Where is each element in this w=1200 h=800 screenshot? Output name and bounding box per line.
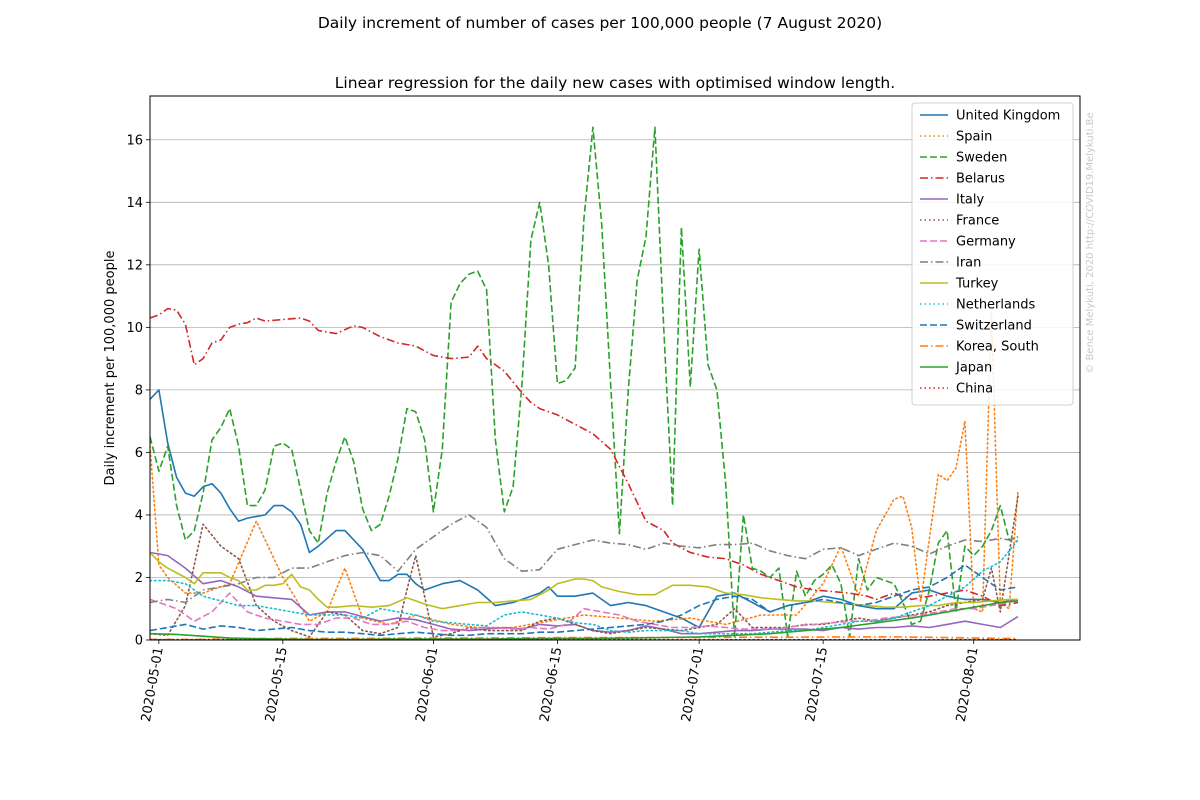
chart-title: Linear regression for the daily new case… xyxy=(335,74,895,92)
series-line-japan xyxy=(150,600,1019,640)
y-tick-label: 6 xyxy=(135,446,143,461)
y-axis-label: Daily increment per 100,000 people xyxy=(103,251,118,486)
chart-suptitle: Daily increment of number of cases per 1… xyxy=(318,14,882,32)
legend-label-china: China xyxy=(956,382,993,397)
series-line-spain xyxy=(150,310,1019,629)
legend-label-iran: Iran xyxy=(956,256,981,271)
legend-label-netherlands: Netherlands xyxy=(956,298,1035,313)
series-line-germany xyxy=(150,592,1019,632)
legend-label-spain: Spain xyxy=(956,130,992,145)
y-tick-label: 10 xyxy=(126,321,143,336)
legend-label-united-kingdom: United Kingdom xyxy=(956,109,1060,124)
legend-label-belarus: Belarus xyxy=(956,172,1005,187)
legend-label-italy: Italy xyxy=(956,193,985,208)
legend-label-turkey: Turkey xyxy=(955,277,999,292)
series-line-iran xyxy=(150,514,1019,604)
y-tick-label: 2 xyxy=(135,571,143,586)
y-tick-label: 4 xyxy=(135,508,143,523)
legend-label-switzerland: Switzerland xyxy=(956,319,1032,334)
y-tick-label: 8 xyxy=(135,383,143,398)
series-line-switzerland xyxy=(150,564,1019,637)
legend: United Kingdom Spain Sweden Belarus Italy Fra… xyxy=(911,102,1074,406)
plot-area-frame xyxy=(149,95,1081,641)
series-line-korea-south xyxy=(150,636,1018,640)
legend-box xyxy=(911,102,1074,406)
legend-label-korea-south: Korea, South xyxy=(956,340,1039,355)
series-line-united-kingdom xyxy=(150,389,1019,629)
legend-label-sweden: Sweden xyxy=(956,151,1007,166)
y-tick-label: 14 xyxy=(126,196,143,211)
legend-label-germany: Germany xyxy=(956,235,1016,250)
watermark: © Bence Melykuti, 2020 http://COVID19.Me… xyxy=(1085,112,1096,373)
y-tick-label: 16 xyxy=(126,133,143,148)
series-line-sweden xyxy=(150,126,1019,638)
series-line-netherlands xyxy=(150,539,1019,635)
legend-label-france: France xyxy=(956,214,999,229)
y-tick-label: 0 xyxy=(135,634,143,649)
y-tick-label: 12 xyxy=(126,258,143,273)
y-axis: 0 2 4 6 8 10 12 14 16 xyxy=(126,133,150,649)
legend-label-japan: Japan xyxy=(955,361,992,376)
